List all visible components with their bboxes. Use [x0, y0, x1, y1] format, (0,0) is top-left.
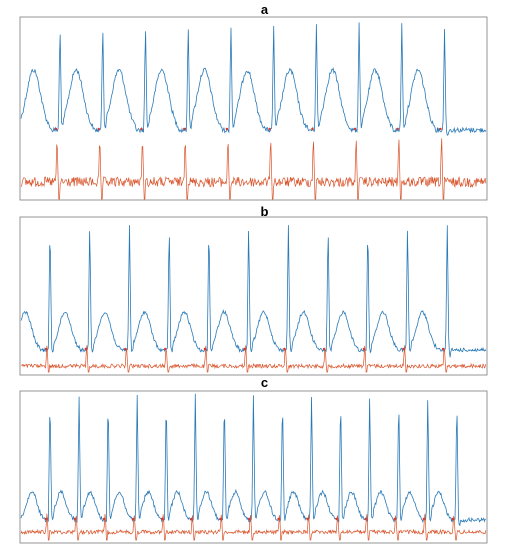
panel-b-beat-marker [164, 347, 167, 351]
panel-c-beat-marker [335, 517, 338, 521]
panel-c-beat-marker [422, 517, 425, 521]
panel-b-beat-marker [243, 347, 246, 351]
panel-a-beat-marker [97, 127, 100, 131]
panel-c-beat-marker [451, 517, 454, 521]
panel-a-beat-marker [396, 127, 399, 131]
panel-c-beat-marker [73, 517, 77, 521]
panel-c-beat-marker [364, 517, 367, 521]
panel-b-beat-marker [124, 347, 127, 351]
panel-a-beat-marker [268, 127, 271, 131]
panel-c-title: c [260, 375, 269, 390]
panel-b-beat-marker [203, 347, 207, 351]
panel-b-reference-series [20, 345, 487, 373]
panel-a-beat-marker [54, 127, 58, 131]
panel-c-beat-marker [132, 517, 135, 521]
panel-a-beat-marker [353, 127, 357, 131]
panel-b-ecg-series [20, 225, 487, 358]
panel-b-beat-marker [442, 347, 445, 351]
panel-b-beat-marker [322, 347, 326, 351]
panel-a-frame [19, 16, 488, 201]
panel-b-frame [19, 216, 488, 376]
panel-b-title: b [260, 204, 269, 219]
panel-a-beat-marker [140, 127, 143, 131]
panel-b-beat-marker [362, 347, 365, 351]
panel-c-ecg-series [20, 393, 486, 527]
panel-b-beat-marker [283, 347, 286, 351]
panel-c-beat-marker [219, 517, 222, 521]
panel-a-reference-series [20, 138, 487, 200]
panel-c-beat-marker [306, 517, 309, 521]
panel-c-beat-marker [161, 517, 164, 521]
panel-c-beat-marker [190, 517, 193, 521]
panel-c-reference-series [20, 513, 487, 541]
panel-a-beat-marker [439, 127, 442, 131]
panel-b-beat-marker [402, 347, 405, 351]
panel-c-beat-marker [277, 517, 280, 521]
panel-a-beat-marker [225, 127, 229, 131]
panel-c-beat-marker [102, 517, 106, 521]
panel-c-beat-marker [393, 517, 396, 521]
panel-a [19, 16, 488, 201]
panel-a-beat-marker [183, 127, 186, 131]
panel-c [19, 390, 488, 544]
panel-b [19, 216, 488, 376]
panel-b-beat-marker [84, 347, 87, 351]
panel-b-beat-marker [44, 347, 48, 351]
panel-a-title: a [260, 2, 269, 17]
panel-a-ecg-series [20, 22, 487, 136]
panel-c-frame [19, 390, 488, 544]
panel-c-beat-marker [44, 517, 48, 521]
panel-c-beat-marker [248, 517, 251, 521]
panel-a-beat-marker [311, 127, 314, 131]
